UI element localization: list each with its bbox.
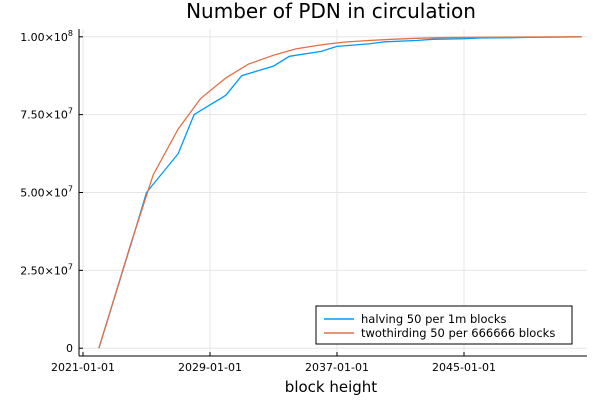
x-tick-label: 2029-01-01 (178, 361, 242, 374)
x-tick-label: 2037-01-01 (305, 361, 369, 374)
y-tick-mantissa: 1.00×10 (20, 31, 68, 44)
y-tick-exponent: 7 (68, 185, 73, 194)
x-axis-label: block height (285, 378, 377, 396)
y-tick-label: 5.00×107 (20, 185, 73, 200)
legend-label-1: halving 50 per 1m blocks (361, 312, 507, 326)
series-line-2 (98, 36, 582, 349)
legend-box (315, 305, 573, 345)
y-tick-mantissa: 5.00×10 (20, 187, 68, 200)
x-tick-label: 2021-01-01 (51, 361, 115, 374)
y-tick-label: 7.50×107 (20, 107, 73, 122)
y-tick-label: 1.00×108 (20, 29, 73, 44)
y-tick-exponent: 7 (68, 262, 73, 271)
axes (78, 29, 587, 357)
series-lines (98, 36, 582, 349)
tick-labels: 2021-01-01 2029-01-01 2037-01-01 2045-01-01… (20, 29, 496, 374)
y-tick-mantissa: 7.50×10 (20, 109, 68, 122)
y-tick-exponent: 8 (68, 29, 73, 38)
y-tick-label: 0 (66, 342, 73, 355)
chart-title: Number of PDN in circulation (186, 0, 476, 23)
y-tick-label: 2.50×107 (20, 262, 73, 277)
y-tick-mantissa: 2.50×10 (20, 264, 68, 277)
x-tick-label: 2045-01-01 (432, 361, 496, 374)
legend-label-2: twothirding 50 per 666666 blocks (361, 326, 555, 340)
y-tick-mantissa: 0 (66, 342, 73, 355)
y-tick-exponent: 7 (68, 107, 73, 116)
